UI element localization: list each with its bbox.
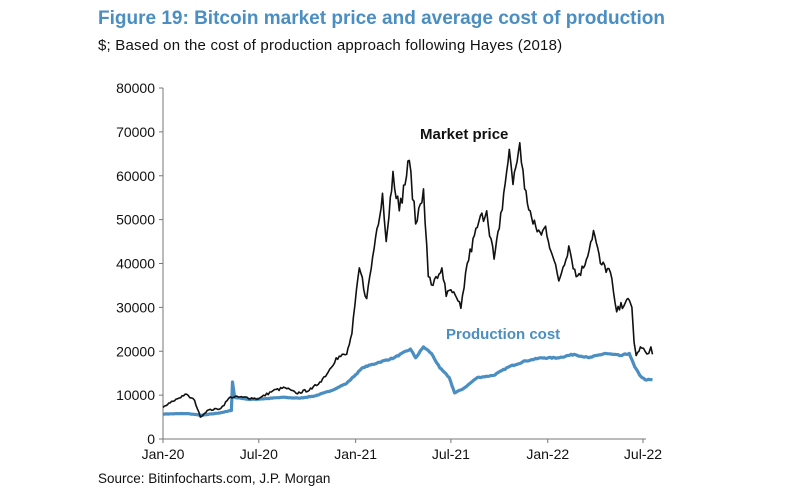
chart-axes: 0 10000 20000 30000 40000 50000 60000 70000 8000… <box>116 80 662 462</box>
production-cost-label: Production cost <box>446 326 560 343</box>
y-tick-label: 70000 <box>116 124 155 140</box>
y-tick-label: 20000 <box>116 343 155 359</box>
y-tick-label: 50000 <box>116 212 155 228</box>
y-tick-label: 40000 <box>116 256 155 272</box>
market-price-line <box>162 142 654 418</box>
x-tick-label: Jan-22 <box>526 446 569 462</box>
y-tick-label: 10000 <box>116 387 155 403</box>
y-tick-label: 60000 <box>116 168 155 184</box>
x-tick-label: Jan-21 <box>334 446 377 462</box>
chart-series <box>162 142 654 418</box>
market-price-label: Market price <box>420 126 508 143</box>
chart-source: Source: Bitinfocharts.com, J.P. Morgan <box>98 471 331 486</box>
y-tick-label: 0 <box>147 431 155 447</box>
chart-subtitle: $; Based on the cost of production appro… <box>98 37 563 54</box>
production-cost-line <box>162 345 653 417</box>
y-tick-label: 80000 <box>116 80 155 96</box>
x-tick-label: Jul-22 <box>624 446 662 462</box>
x-tick-label: Jan-20 <box>142 446 185 462</box>
x-tick-label: Jul-20 <box>240 446 278 462</box>
y-tick-label: 30000 <box>116 299 155 315</box>
chart-title: Figure 19: Bitcoin market price and aver… <box>98 8 665 29</box>
x-tick-label: Jul-21 <box>432 446 470 462</box>
